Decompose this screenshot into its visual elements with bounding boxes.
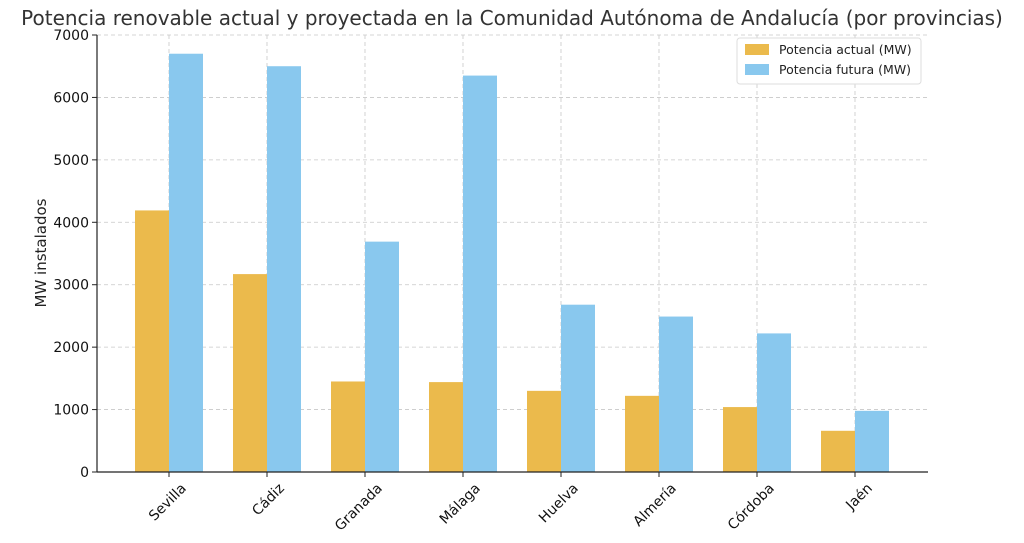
bar-actual	[429, 382, 463, 472]
y-axis-label: MW instalados	[32, 198, 50, 307]
axes	[96, 35, 928, 473]
x-tick-label: Granada	[332, 481, 386, 535]
y-tick-label: 5000	[53, 153, 89, 169]
x-tick-label: Málaga	[437, 481, 484, 528]
bar-actual	[821, 430, 855, 472]
bar-futura	[561, 304, 595, 472]
y-tick-label: 7000	[53, 28, 89, 44]
bar-actual	[625, 395, 659, 472]
bar-futura	[855, 410, 889, 472]
bar-actual	[135, 210, 169, 472]
bars	[135, 53, 889, 472]
bar-futura	[659, 316, 693, 472]
legend-label-potencia-actual: Potencia actual (MW)	[779, 42, 912, 57]
x-tick-label: Cádiz	[249, 481, 288, 520]
y-tick-label: 1000	[53, 403, 89, 419]
y-tick-label: 0	[80, 465, 89, 481]
x-ticks: Sevilla Cádiz Granada Málaga Huelva Almería Có…	[146, 472, 876, 534]
bar-futura	[757, 333, 791, 472]
grid-lines	[97, 34, 928, 472]
x-tick-label: Jaén	[842, 481, 875, 514]
y-tick-label: 3000	[53, 278, 89, 294]
bar-futura	[463, 75, 497, 472]
legend-box	[736, 37, 922, 85]
bar-futura	[267, 66, 301, 472]
bar-actual	[331, 381, 365, 472]
y-ticks: 0 1000 2000 3000 4000 5000 6000 7000	[53, 28, 97, 481]
legend-swatch-potencia-futura	[745, 64, 769, 75]
y-tick-label: 4000	[53, 215, 89, 231]
x-tick-label: Córdoba	[725, 481, 778, 534]
x-tick-label: Huelva	[536, 481, 582, 527]
bar-futura	[169, 53, 203, 472]
legend: Potencia actual (MW) Potencia futura (MW…	[736, 37, 922, 85]
bar-actual	[723, 407, 757, 472]
bar-futura	[365, 241, 399, 472]
bar-actual	[527, 390, 561, 472]
x-tick-label: Almería	[630, 481, 679, 530]
legend-swatch-potencia-actual	[745, 44, 769, 55]
y-tick-label: 6000	[53, 90, 89, 106]
x-tick-label: Sevilla	[146, 481, 190, 525]
chart-title: Potencia renovable actual y proyectada e…	[21, 6, 1003, 30]
y-tick-label: 2000	[53, 340, 89, 356]
legend-label-potencia-futura: Potencia futura (MW)	[779, 62, 911, 77]
bar-actual	[233, 274, 267, 472]
